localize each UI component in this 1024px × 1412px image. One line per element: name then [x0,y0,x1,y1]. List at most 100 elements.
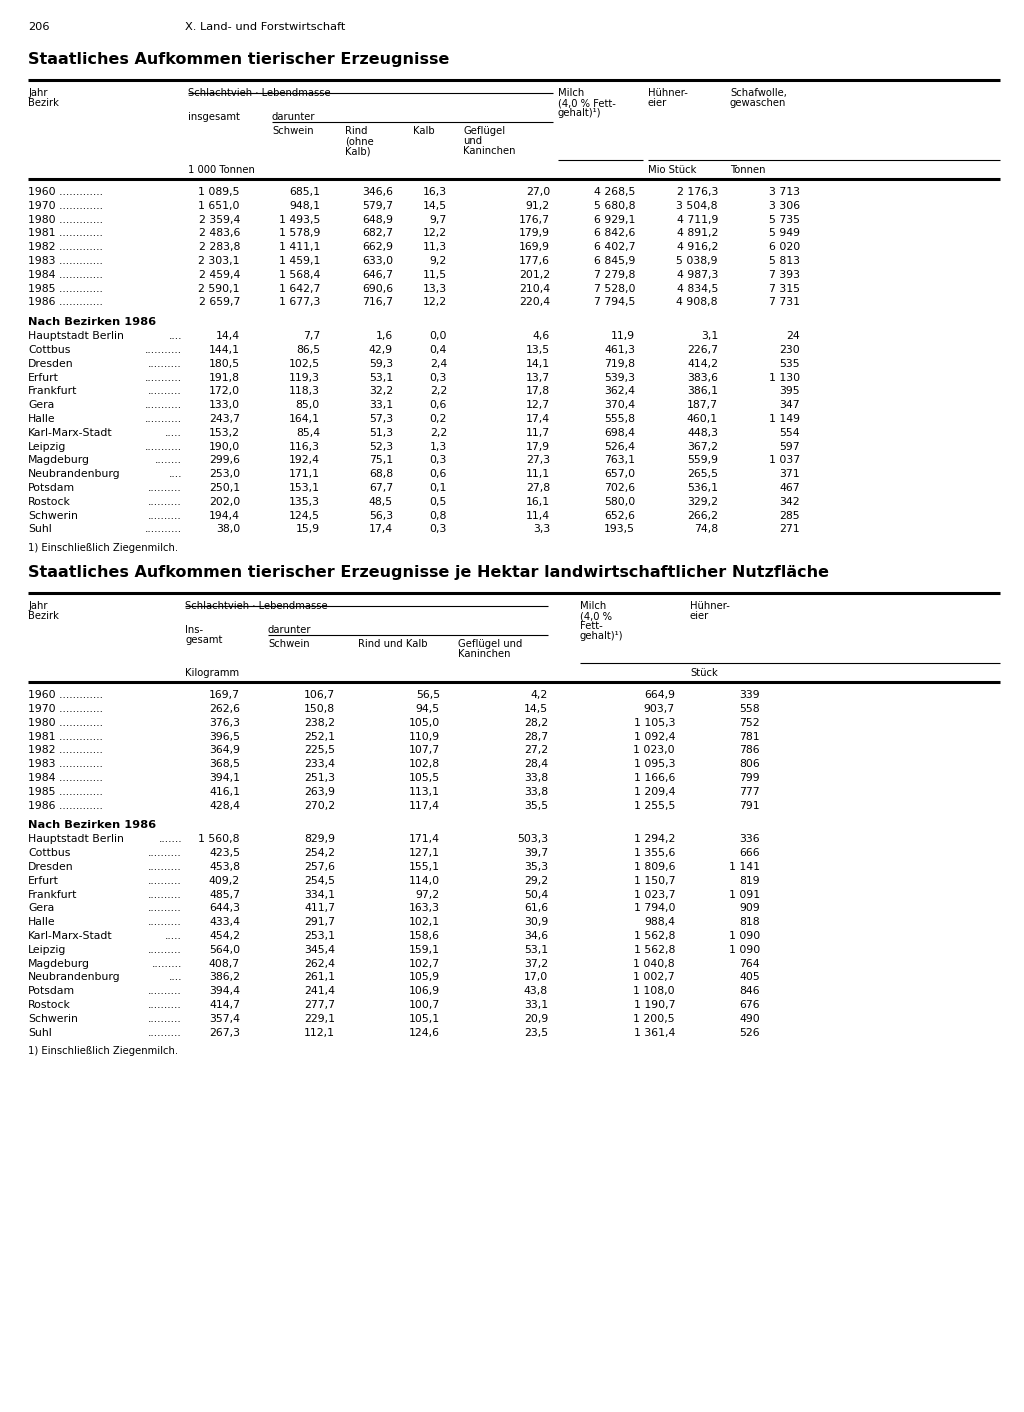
Text: 2 483,6: 2 483,6 [199,229,240,239]
Text: 100,7: 100,7 [409,1000,440,1010]
Text: 33,8: 33,8 [524,772,548,784]
Text: Geflügel: Geflügel [463,126,505,136]
Text: 1) Einschließlich Ziegenmilch.: 1) Einschließlich Ziegenmilch. [28,544,178,554]
Text: 153,1: 153,1 [289,483,319,493]
Text: Halle: Halle [28,414,55,424]
Text: 536,1: 536,1 [687,483,718,493]
Text: 329,2: 329,2 [687,497,718,507]
Text: Rostock: Rostock [28,497,71,507]
Text: darunter: darunter [268,626,311,635]
Text: 1 166,6: 1 166,6 [634,772,675,784]
Text: 5 735: 5 735 [769,215,800,225]
Text: 1 002,7: 1 002,7 [634,973,675,983]
Text: 51,3: 51,3 [369,428,393,438]
Text: 17,4: 17,4 [369,524,393,534]
Text: ........: ........ [155,456,182,466]
Text: ..........: .......... [148,359,182,369]
Text: 1983 .............: 1983 ............. [28,256,102,265]
Text: 1 108,0: 1 108,0 [634,986,675,997]
Text: ...........: ........... [144,373,182,383]
Text: 7,7: 7,7 [303,332,319,342]
Text: 124,6: 124,6 [409,1028,440,1038]
Text: 1 130: 1 130 [769,373,800,383]
Text: 7 393: 7 393 [769,270,800,280]
Text: 383,6: 383,6 [687,373,718,383]
Text: 194,4: 194,4 [209,511,240,521]
Text: 1982 .............: 1982 ............. [28,243,102,253]
Text: 38,0: 38,0 [216,524,240,534]
Text: 3,3: 3,3 [532,524,550,534]
Text: 1984 .............: 1984 ............. [28,772,102,784]
Text: Gera: Gera [28,904,54,914]
Text: 172,0: 172,0 [209,387,240,397]
Text: 1986 .............: 1986 ............. [28,298,102,308]
Text: Staatliches Aufkommen tierischer Erzeugnisse: Staatliches Aufkommen tierischer Erzeugn… [28,52,450,66]
Text: 666: 666 [739,849,760,858]
Text: 11,3: 11,3 [423,243,447,253]
Text: 1 089,5: 1 089,5 [199,186,240,198]
Text: 14,1: 14,1 [526,359,550,369]
Text: 1 562,8: 1 562,8 [634,931,675,940]
Text: 1 294,2: 1 294,2 [634,834,675,844]
Text: Suhl: Suhl [28,1028,52,1038]
Text: ..........: .......... [148,875,182,885]
Text: 171,1: 171,1 [289,469,319,479]
Text: 270,2: 270,2 [304,801,335,810]
Text: 118,3: 118,3 [289,387,319,397]
Text: 267,3: 267,3 [209,1028,240,1038]
Text: 43,8: 43,8 [524,986,548,997]
Text: 114,0: 114,0 [409,875,440,885]
Text: 454,2: 454,2 [209,931,240,940]
Text: Nach Bezirken 1986: Nach Bezirken 1986 [28,318,156,328]
Text: 35,5: 35,5 [524,801,548,810]
Text: 110,9: 110,9 [409,731,440,741]
Text: Erfurt: Erfurt [28,875,58,885]
Text: 1 361,4: 1 361,4 [634,1028,675,1038]
Text: 105,0: 105,0 [409,717,440,727]
Text: Schwerin: Schwerin [28,1014,78,1024]
Text: Fett-: Fett- [580,621,603,631]
Text: 386,1: 386,1 [687,387,718,397]
Text: 27,2: 27,2 [524,746,548,755]
Text: 652,6: 652,6 [604,511,635,521]
Text: 17,0: 17,0 [523,973,548,983]
Text: Cottbus: Cottbus [28,345,71,354]
Text: 539,3: 539,3 [604,373,635,383]
Text: 14,5: 14,5 [524,705,548,714]
Text: 1 642,7: 1 642,7 [279,284,319,294]
Text: 564,0: 564,0 [209,945,240,955]
Text: 28,4: 28,4 [524,760,548,770]
Text: Mio Stück: Mio Stück [648,165,696,175]
Text: 253,0: 253,0 [209,469,240,479]
Text: 396,5: 396,5 [209,731,240,741]
Text: 97,2: 97,2 [416,890,440,899]
Text: ..........: .......... [148,1000,182,1010]
Text: 1983 .............: 1983 ............. [28,760,102,770]
Text: Neubrandenburg: Neubrandenburg [28,973,121,983]
Text: Rind: Rind [345,126,368,136]
Text: 1 200,5: 1 200,5 [634,1014,675,1024]
Text: gehalt)¹): gehalt)¹) [580,631,624,641]
Text: ...........: ........... [144,524,182,534]
Text: 11,5: 11,5 [423,270,447,280]
Text: 4,2: 4,2 [530,690,548,700]
Text: Erfurt: Erfurt [28,373,58,383]
Text: Kaninchen: Kaninchen [458,650,511,659]
Text: 193,5: 193,5 [604,524,635,534]
Text: Potsdam: Potsdam [28,483,75,493]
Text: 299,6: 299,6 [209,456,240,466]
Text: Dresden: Dresden [28,359,74,369]
Text: 30,9: 30,9 [523,918,548,928]
Text: 367,2: 367,2 [687,442,718,452]
Text: 0,3: 0,3 [430,524,447,534]
Text: 386,2: 386,2 [209,973,240,983]
Text: 42,9: 42,9 [369,345,393,354]
Text: .......: ....... [159,834,182,844]
Text: 948,1: 948,1 [289,201,319,210]
Text: 34,6: 34,6 [524,931,548,940]
Text: 448,3: 448,3 [687,428,718,438]
Text: 1 355,6: 1 355,6 [634,849,675,858]
Text: 14,4: 14,4 [216,332,240,342]
Text: 559,9: 559,9 [687,456,718,466]
Text: 342: 342 [779,497,800,507]
